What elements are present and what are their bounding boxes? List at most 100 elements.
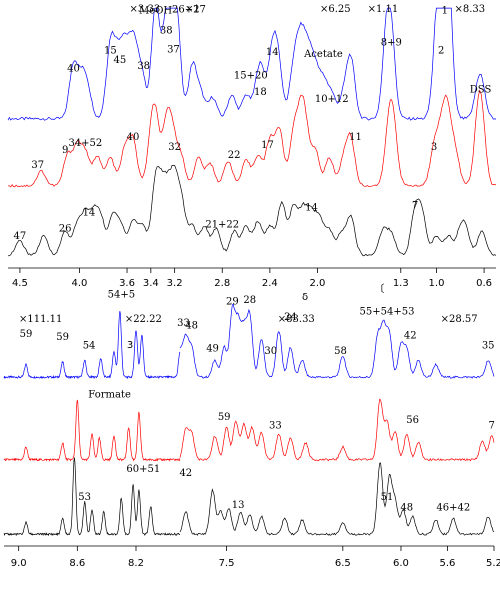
x-tick-label: 2.0	[310, 278, 326, 289]
peak-label: 28	[243, 295, 256, 306]
peak-label: 37	[167, 44, 180, 55]
peak-label: 42	[179, 468, 192, 479]
peak-label: 7	[412, 201, 418, 212]
x-tick-label: 4.0	[71, 278, 87, 289]
peak-label: 56	[406, 415, 419, 426]
peak-label: 33	[269, 421, 282, 432]
peak-label: 15	[104, 46, 117, 57]
axis-break-mark: 〔	[374, 283, 384, 295]
peak-label: 11	[349, 132, 362, 143]
peak-label: 46+42	[436, 502, 470, 513]
spectrum-trace-1-segment-2	[179, 303, 495, 379]
peak-label: 45	[114, 55, 127, 66]
peak-label: 54+5	[108, 290, 135, 301]
peak-label: 24	[284, 312, 297, 323]
peak-label: 2	[438, 46, 444, 57]
peak-label: 58	[334, 346, 347, 357]
peak-label: MeOH	[139, 6, 172, 17]
peak-label: 8+9	[381, 37, 402, 48]
spectrum-trace-1	[7, 7, 497, 121]
x-tick-label: 8.2	[128, 558, 144, 569]
peak-label: 42	[404, 331, 417, 342]
peak-label: 53	[78, 492, 91, 503]
peak-label: 59	[218, 412, 231, 423]
spectrum-trace-2	[7, 89, 497, 188]
peak-label: 9	[62, 145, 68, 156]
spectrum-trace-3	[7, 165, 497, 257]
scale-factor-label: ×6.25	[320, 4, 351, 15]
peak-label: 48	[400, 502, 413, 513]
peak-label: 15+20	[234, 70, 268, 81]
x-tick-label: 6.5	[335, 558, 351, 569]
peak-label: 3	[431, 142, 437, 153]
scale-factor-label: ×3.33	[130, 4, 161, 15]
peak-label: 47	[14, 231, 27, 242]
x-tick-label: 0.6	[476, 278, 492, 289]
scale-factor-label: ×111.11	[19, 314, 62, 325]
peak-label: 30	[264, 346, 277, 357]
x-axis-label: δ	[302, 292, 308, 303]
scale-factor-label: ×8.33	[454, 4, 485, 15]
peak-label: 1	[442, 6, 448, 17]
spectrum-trace-1-segment-1	[3, 310, 181, 380]
peak-label: 51	[381, 492, 394, 503]
peak-label: 34+52	[68, 138, 102, 149]
x-tick-label: 7.5	[219, 558, 235, 569]
spectrum-trace-3-segment-1	[3, 457, 181, 537]
peak-label: 55+54+53	[360, 307, 415, 318]
x-tick-label: 5.6	[440, 558, 456, 569]
peak-label: 14	[305, 203, 318, 214]
peak-label: 13	[232, 500, 245, 511]
peak-label: 59	[56, 332, 69, 343]
x-tick-label: 3.2	[167, 278, 183, 289]
x-tick-label: 4.5	[12, 278, 28, 289]
peak-label: 37	[31, 160, 44, 171]
x-tick-label: 3.6	[119, 278, 135, 289]
spectrum-trace-2-segment-2	[179, 398, 495, 462]
axis-break-mark: 3	[127, 340, 133, 351]
peak-label: Formate	[88, 389, 131, 400]
peak-label: 38	[137, 61, 150, 72]
peak-label: 17	[261, 140, 274, 151]
scale-factor-label: ×22.22	[125, 314, 162, 325]
x-tick-label: 8.6	[69, 558, 85, 569]
bottom-spectrum-panel: 9.0 8.6 8.2 7.5 6.5 6.0 5.6 5.2 3 ×111.11 ×22.22 ×8…	[3, 290, 500, 569]
peak-label: 10+12	[315, 94, 349, 105]
peak-label: DSS	[470, 85, 492, 96]
peak-label: Acetate	[303, 49, 343, 60]
peak-label: 22	[228, 150, 241, 161]
x-tick-label: 9.0	[11, 558, 27, 569]
scale-factor-label: ×83.33	[278, 314, 315, 325]
x-tick-label: 2.4	[262, 278, 278, 289]
peak-label: 35	[482, 341, 495, 352]
peak-label: 21+22	[205, 220, 239, 231]
peak-label: 40	[127, 132, 140, 143]
spectrum-trace-3-segment-2	[179, 462, 495, 536]
x-tick-label: 2.8	[214, 278, 230, 289]
peak-label: 59	[20, 329, 33, 340]
peak-label: 26+27	[172, 4, 206, 15]
peak-label: 38	[160, 26, 173, 37]
peak-label: 14	[83, 207, 96, 218]
scale-factor-label: ×1.11	[368, 4, 399, 15]
scale-factor-label: ×1	[185, 4, 200, 15]
peak-label: 49	[206, 343, 219, 354]
top-spectrum-panel: 4.5 4.0 3.6 3.4 3.2 2.8 2.4 2.0 1.3 1.0 0.6 〔 δ ×3.33…	[7, 4, 497, 303]
x-tick-label: 1.3	[393, 278, 409, 289]
peak-label: 48	[185, 320, 198, 331]
peak-label: 40	[67, 63, 80, 74]
peak-label: 26	[59, 223, 72, 234]
peak-label: 60+51	[126, 464, 160, 475]
peak-label: 54	[83, 341, 96, 352]
peak-label: 32	[168, 142, 181, 153]
scale-factor-label: ×28.57	[441, 314, 478, 325]
peak-label: 7	[488, 421, 494, 432]
spectrum-trace-2-segment-1	[3, 399, 181, 462]
x-tick-label: 5.2	[486, 558, 500, 569]
x-tick-label: 3.4	[143, 278, 159, 289]
peak-label: 18	[254, 87, 267, 98]
x-tick-label: 6.0	[393, 558, 409, 569]
peak-label: 33	[177, 318, 190, 329]
peak-label: 14	[266, 47, 279, 58]
